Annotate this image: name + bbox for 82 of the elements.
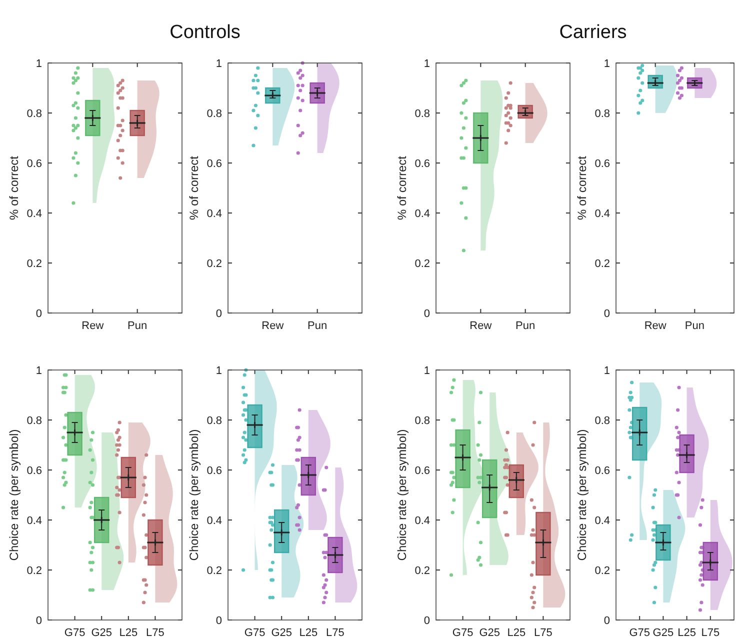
y-axis-title: % of correct [7, 155, 21, 220]
x-tick-label: G75 [64, 627, 86, 639]
y-tick-label: 0.2 [594, 258, 610, 270]
y-tick-label: 0.8 [594, 414, 610, 427]
x-tick-label: G75 [244, 627, 266, 639]
x-tick-label: G75 [452, 627, 474, 639]
y-tick-label: 0.4 [26, 514, 42, 527]
x-tick-label: Pun [128, 320, 148, 332]
x-tick-label: Rew [644, 320, 666, 332]
x-tick-label: L25 [507, 627, 526, 639]
y-axis-title: % of correct [395, 155, 409, 220]
x-tick-label: Pun [684, 320, 704, 332]
y-axis-title: % of correct [187, 155, 201, 220]
y-tick-label: 0.8 [206, 108, 222, 120]
y-tick-label: 0 [36, 614, 42, 627]
y-tick-label: 0.2 [594, 564, 610, 577]
x-tick-label: Rew [262, 320, 284, 332]
x-tick-label: Rew [82, 320, 104, 332]
y-tick-label: 0.4 [594, 514, 610, 527]
x-tick-label: L75 [534, 627, 552, 639]
y-tick-label: 0.2 [26, 564, 42, 577]
y-tick-label: 0.6 [206, 158, 222, 170]
x-tick-label: G25 [479, 627, 500, 639]
x-tick-label: L25 [299, 627, 318, 639]
y-tick-label: 1 [36, 58, 42, 70]
y-tick-label: 1 [604, 58, 610, 70]
y-tick-label: 0.4 [414, 208, 430, 220]
y-tick-label: 0.6 [594, 464, 610, 477]
y-tick-label: 0.6 [414, 158, 430, 170]
y-tick-label: 0.6 [414, 464, 430, 477]
y-tick-label: 1 [216, 364, 222, 377]
x-tick-label: G25 [271, 627, 292, 639]
x-tick-label: G25 [652, 627, 674, 639]
y-tick-label: 0.6 [26, 464, 42, 477]
y-tick-label: 0.8 [594, 108, 610, 120]
x-tick-label: G75 [629, 627, 650, 639]
y-axis-title: Choice rate (per symbol) [575, 429, 589, 561]
y-tick-label: 1 [424, 58, 430, 70]
y-tick-label: 0.4 [594, 208, 610, 220]
x-tick-label: L75 [326, 627, 344, 639]
y-tick-label: 1 [216, 58, 222, 70]
y-tick-label: 0.6 [206, 464, 222, 477]
y-tick-label: 1 [424, 364, 430, 377]
y-tick-label: 0.8 [26, 414, 42, 427]
y-tick-label: 0 [604, 614, 610, 627]
y-tick-label: 0.2 [414, 564, 430, 577]
y-tick-label: 0.2 [26, 258, 42, 270]
x-tick-label: L75 [701, 627, 720, 639]
y-tick-label: 0 [216, 614, 222, 627]
y-axis-title: Choice rate (per symbol) [187, 429, 201, 561]
y-tick-label: 0.2 [414, 258, 430, 270]
y-tick-label: 1 [604, 364, 610, 377]
y-tick-label: 0 [216, 308, 222, 320]
y-axis-title: % of correct [575, 155, 589, 220]
y-tick-label: 0.8 [414, 414, 430, 427]
x-tick-label: L25 [678, 627, 696, 639]
y-tick-label: 0 [604, 308, 610, 320]
y-tick-label: 0.4 [26, 208, 42, 220]
x-tick-label: Rew [470, 320, 492, 332]
y-tick-label: 0.6 [594, 158, 610, 170]
y-axis-title: Choice rate (per symbol) [7, 429, 21, 561]
y-tick-label: 0.2 [206, 564, 222, 577]
x-tick-label: Pun [308, 320, 328, 332]
y-tick-label: 1 [36, 364, 42, 377]
x-tick-label: L75 [146, 627, 164, 639]
x-tick-label: Pun [516, 320, 536, 332]
y-tick-label: 0.8 [206, 414, 222, 427]
chart-title: Controls [170, 22, 240, 43]
y-tick-label: 0.8 [26, 108, 42, 120]
y-tick-label: 0.4 [206, 514, 222, 527]
x-tick-label: L25 [119, 627, 138, 639]
y-tick-label: 0.8 [414, 108, 430, 120]
y-tick-label: 0.2 [206, 258, 222, 270]
y-tick-label: 0.4 [206, 208, 222, 220]
x-tick-label: G25 [91, 627, 112, 639]
y-tick-label: 0 [36, 308, 42, 320]
y-tick-label: 0 [424, 614, 430, 627]
y-axis-title: Choice rate (per symbol) [395, 429, 409, 561]
chart-title: Carriers [559, 22, 627, 43]
y-tick-label: 0.6 [26, 158, 42, 170]
y-tick-label: 0 [424, 308, 430, 320]
y-tick-label: 0.4 [414, 514, 430, 527]
